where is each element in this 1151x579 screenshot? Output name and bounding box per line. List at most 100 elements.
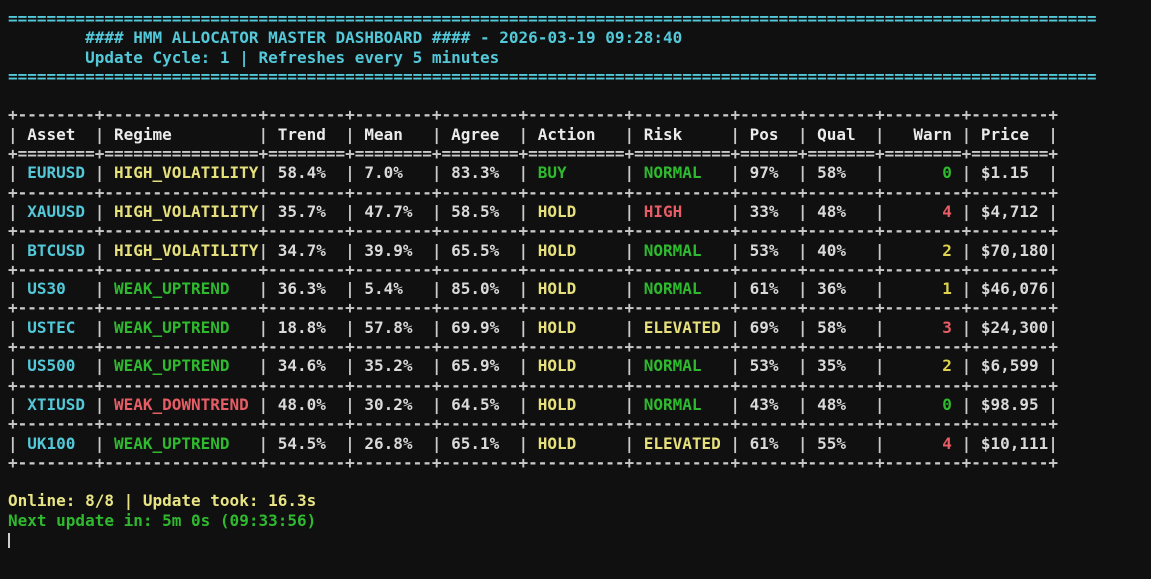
cell-mean: 7.0% [364,163,403,183]
table-row: | XTIUSD | WEAK_DOWNTREND | 48.0% | 30.2% | 64.5%… [8,395,1151,414]
column-divider: | [624,356,635,376]
column-divider: | [518,394,529,414]
column-divider: | [624,124,635,144]
column-divider: | [8,394,18,414]
column-divider: | [797,317,808,337]
cell-risk: NORMAL [643,279,702,299]
column-divider: | [8,201,18,221]
cell-risk: ELEVATED [643,317,721,337]
column-divider: | [624,317,635,337]
cell-risk: NORMAL [643,356,702,376]
cell-qual: 36% [817,279,846,299]
column-divider: | [8,433,18,453]
cell-pos: 33% [749,201,779,221]
cell-trend: 35.7% [277,201,326,221]
cell-pos: 43% [749,394,779,414]
cell-warn: 4 [942,201,952,221]
column-divider: | [874,201,885,221]
column-divider: | [8,240,18,260]
column-divider: | [258,124,269,144]
update-cycle-line: Update Cycle: 1 | Refreshes every 5 minu… [85,47,500,67]
col-header-action: Action [537,124,596,144]
column-divider: | [730,433,741,453]
cell-risk: ELEVATED [643,433,721,453]
cell-qual: 55% [817,433,846,453]
column-divider: | [961,356,972,376]
column-divider: | [961,394,972,414]
column-divider: | [730,163,741,183]
column-divider: | [258,356,269,376]
cell-qual: 48% [817,201,846,221]
cell-price: $46,076 [980,279,1049,299]
cell-mean: 30.2% [364,394,413,414]
cell-regime: WEAK_UPTREND [113,279,230,299]
cell-warn: 2 [942,356,952,376]
column-divider: | [961,163,972,183]
cell-trend: 48.0% [277,394,326,414]
banner-separator-top: ========================================… [8,9,1097,28]
next-update-line: Next update in: 5m 0s (09:33:56) [8,510,317,530]
column-divider: | [624,279,635,299]
col-header-asset: Asset [27,124,76,144]
col-header-mean: Mean [364,124,403,144]
table-header-row: | Asset | Regime | Trend | Mean | Agree | Action | Ri… [8,125,1151,144]
cell-agree: 69.9% [451,317,500,337]
cell-regime: WEAK_UPTREND [113,317,230,337]
column-divider: | [730,201,741,221]
column-divider: | [730,124,741,144]
column-divider: | [94,240,105,260]
column-divider: | [431,279,442,299]
col-header-pos: Pos [749,124,779,144]
column-divider: | [345,240,355,260]
column-divider: | [624,433,635,453]
cell-mean: 39.9% [364,240,413,260]
column-divider: | [431,201,442,221]
cell-price: $24,300 [980,317,1049,337]
column-divider: | [94,394,105,414]
cell-asset: USTEC [27,317,76,337]
column-divider: | [94,163,105,183]
cell-asset: EURUSD [27,163,86,183]
cell-price: $1.15 [980,163,1029,183]
column-divider: | [961,279,972,299]
column-divider: | [874,356,885,376]
cell-risk: NORMAL [643,394,702,414]
column-divider: | [874,279,885,299]
cell-asset: XTIUSD [27,394,86,414]
column-divider: | [518,317,529,337]
column-divider: | [8,317,18,337]
column-divider: | [345,124,355,144]
table-row-separator: +--------+----------------+--------+----… [8,298,1058,318]
column-divider: | [8,279,18,299]
table-row-separator: +--------+----------------+--------+----… [8,414,1058,434]
banner-separator-bottom: ========================================… [8,66,1097,86]
column-divider: | [94,201,105,221]
column-divider: | [345,394,355,414]
cell-warn: 4 [942,433,952,453]
blank-line [8,472,1151,491]
column-divider: | [730,317,741,337]
cell-pos: 61% [749,433,779,453]
cell-mean: 26.8% [364,433,413,453]
cell-mean: 5.4% [364,279,403,299]
col-header-warn: Warn [913,124,952,144]
table-row-separator: +--------+----------------+--------+----… [8,337,1058,357]
cell-action: HOLD [537,317,577,337]
table-row-separator: +--------+----------------+--------+----… [8,182,1058,202]
cell-price: $10,111 [980,433,1049,453]
column-divider: | [1048,240,1058,260]
cell-warn: 1 [942,279,952,299]
cell-pos: 53% [749,356,779,376]
cell-asset: UK100 [27,433,76,453]
cell-agree: 65.5% [451,240,500,260]
column-divider: | [1048,356,1058,376]
column-divider: | [874,433,885,453]
column-divider: | [431,394,442,414]
column-divider: | [730,279,741,299]
column-divider: | [258,317,269,337]
column-divider: | [797,201,808,221]
column-divider: | [431,240,442,260]
column-divider: | [797,394,808,414]
cell-warn: 0 [942,394,952,414]
